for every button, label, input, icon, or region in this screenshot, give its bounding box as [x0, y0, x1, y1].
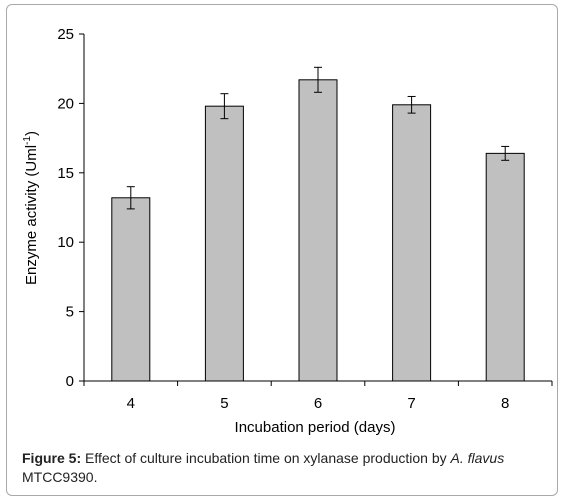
- y-tick-label: 0: [66, 373, 74, 390]
- bar: [111, 197, 151, 382]
- y-tick-label: 25: [57, 26, 74, 43]
- y-tick-label: 15: [57, 165, 74, 182]
- x-axis-title: Incubation period (days): [235, 419, 396, 436]
- y-axis-title-superscript: -1: [22, 136, 33, 145]
- figure-frame: [6, 4, 558, 496]
- y-axis-title-main: Enzyme activity (Uml: [23, 145, 40, 285]
- x-tick-label: 4: [127, 395, 135, 412]
- bars: [111, 79, 525, 382]
- bar-chart: 0 5 10 15 20 25 4 5 6 7 8 Incubation period (days…: [22, 26, 553, 436]
- caption-text: Effect of culture incubation time on xyl…: [81, 450, 451, 466]
- figure-caption: Figure 5: Effect of culture incubation t…: [22, 449, 542, 487]
- bar: [485, 152, 525, 382]
- x-tick-label: 8: [501, 395, 509, 412]
- y-axis-title: Enzyme activity (Uml-1): [22, 131, 40, 285]
- x-tick-label: 5: [220, 395, 228, 412]
- caption-species: A. flavus: [450, 450, 505, 466]
- error-bar: [126, 186, 135, 210]
- y-axis: 0 5 10 15 20 25: [57, 26, 85, 390]
- error-bar: [220, 93, 229, 120]
- y-axis-title-end: ): [23, 131, 40, 136]
- bar: [298, 79, 338, 382]
- y-tick-label: 10: [57, 234, 74, 251]
- error-bar: [407, 95, 416, 114]
- bar: [392, 104, 432, 382]
- bar: [204, 105, 244, 382]
- error-bar: [314, 66, 322, 93]
- caption-strain: MTCC9390.: [22, 469, 98, 485]
- caption-label: Figure 5:: [22, 450, 82, 466]
- y-tick-label: 20: [57, 95, 74, 112]
- error-bars: [126, 66, 510, 210]
- x-axis: 4 5 6 7 8: [83, 380, 553, 412]
- x-tick-label: 7: [407, 395, 415, 412]
- error-bar: [501, 145, 510, 161]
- x-tick-label: 6: [314, 395, 322, 412]
- y-tick-label: 5: [66, 304, 74, 321]
